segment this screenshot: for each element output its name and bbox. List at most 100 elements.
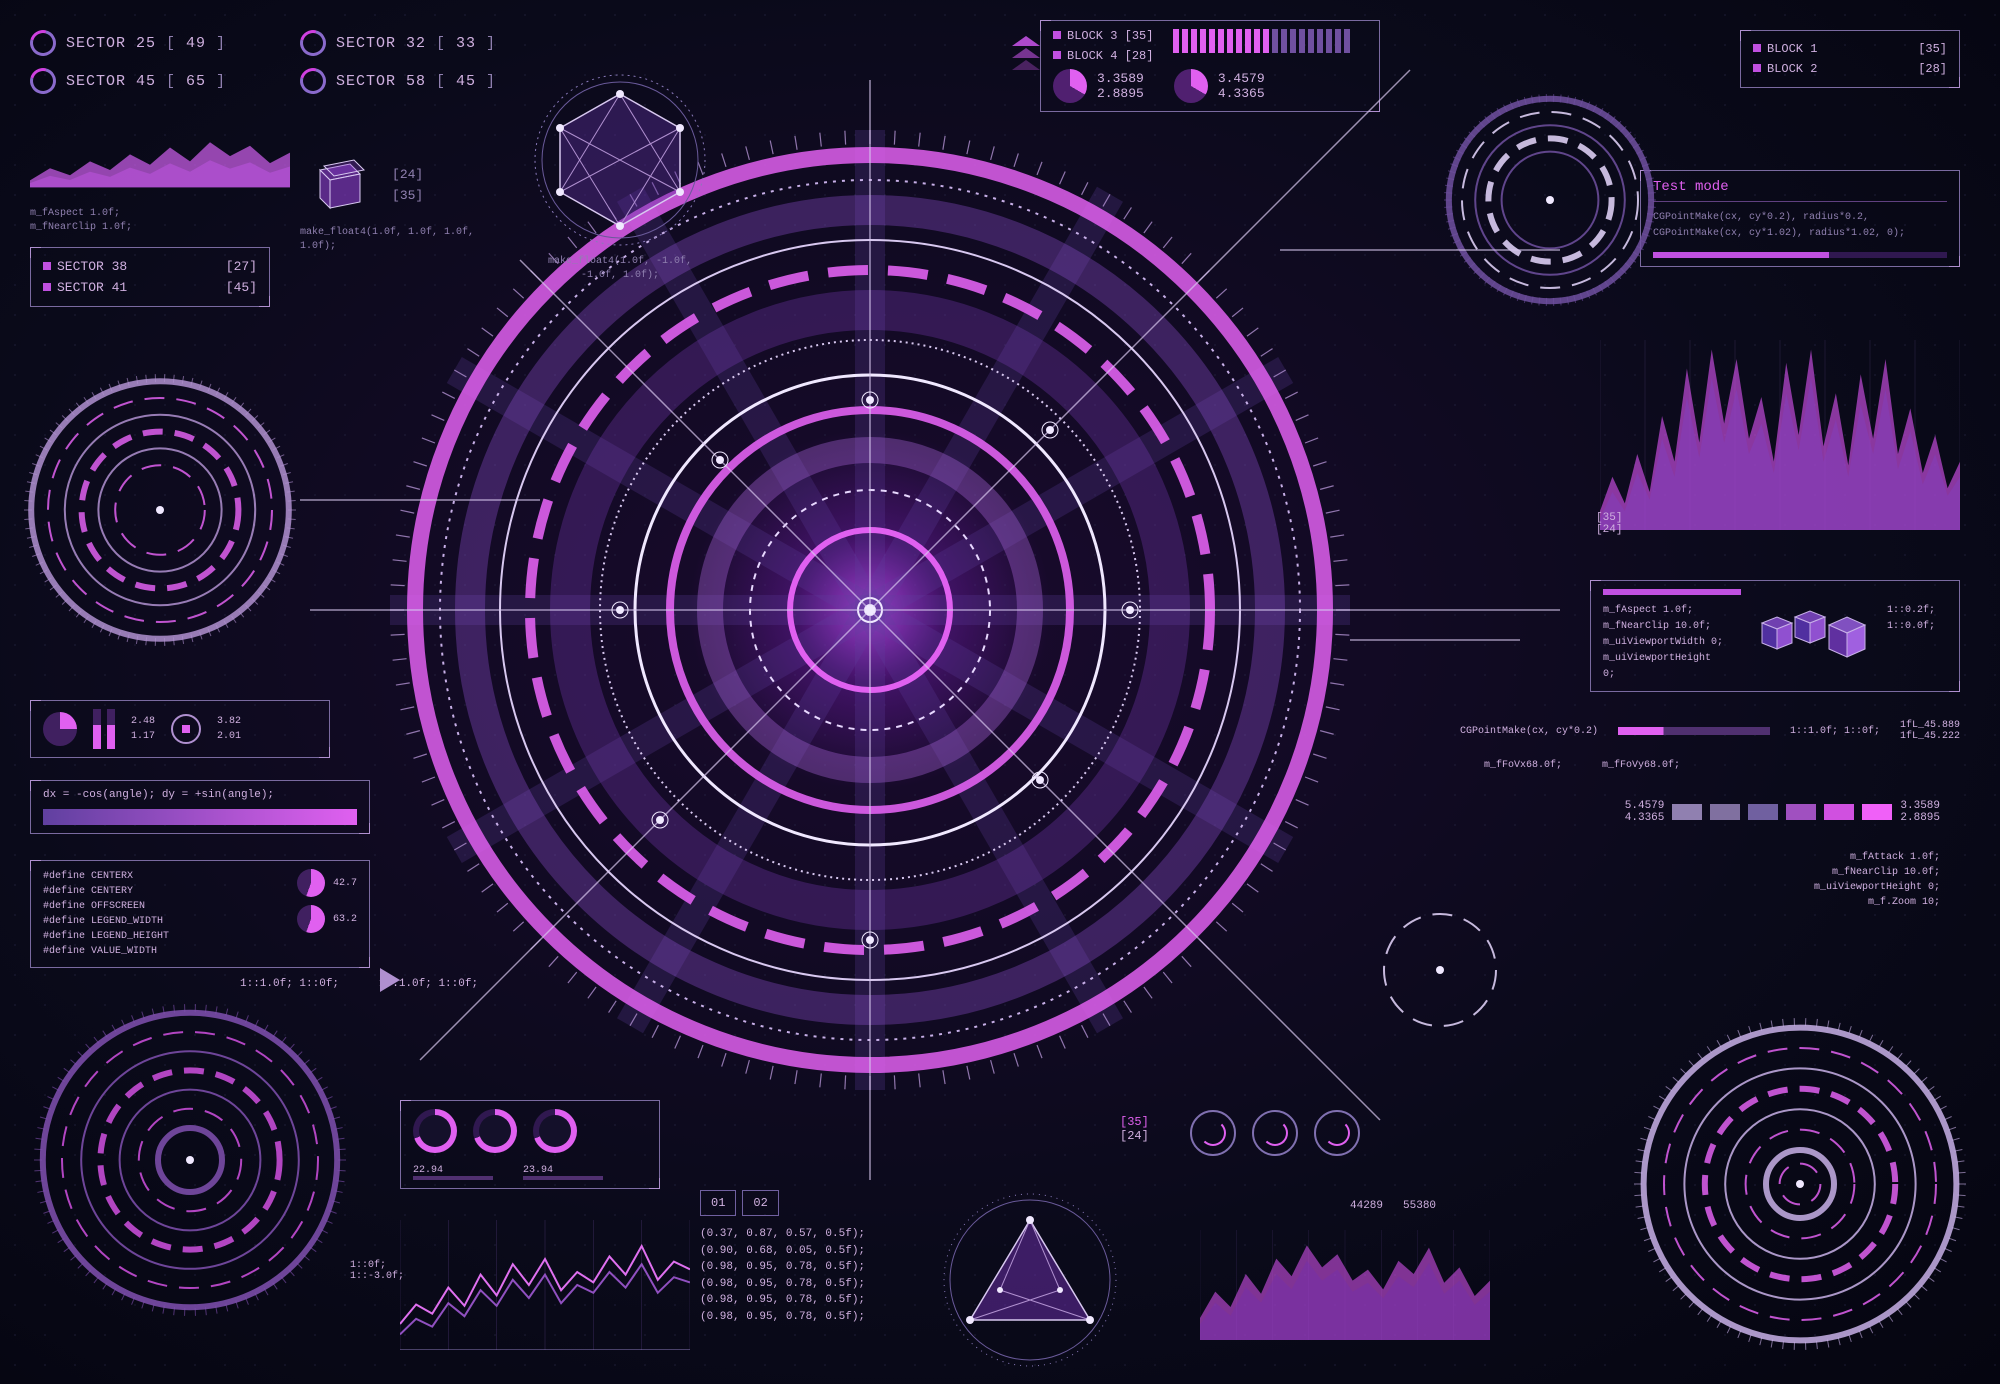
wave-strip-chart (1200, 1230, 1490, 1340)
block-label: BLOCK 4 (1067, 49, 1117, 63)
sector-value: 65 (186, 73, 206, 90)
gradient-bar (43, 809, 357, 825)
metric-value: 63.2 (333, 914, 357, 925)
color-swatch (1862, 804, 1892, 820)
metric-readout: 44289 55380 (1350, 1200, 1436, 1212)
mini-dial (473, 1109, 517, 1153)
code-line: m_fAspect 1.0f; (1603, 603, 1727, 619)
sector-readout: SECTOR 25 [49] (30, 30, 260, 56)
sector-ring-icon (25, 63, 61, 99)
coord-readout: 1::1.0f; 1::0f; 1::1.0f; 1::0f; (240, 978, 478, 990)
metric-value: 35 (1127, 1115, 1141, 1129)
footnote-text: make_float4(1.0f, 1.0f, 1.0f, 1.0f); (300, 226, 480, 254)
code-line: m_fNearClip 10.0f; (1603, 619, 1727, 635)
cubes-icon (1747, 603, 1867, 663)
sector-readout: SECTOR 58 [45] (300, 68, 530, 94)
progress-bar (523, 1176, 603, 1180)
panel-row-value: 27 (234, 259, 250, 274)
axis-label: 24 (1603, 524, 1616, 536)
cube-widget: [24] [35] make_float4(1.0f, 1.0f, 1.0f, … (300, 150, 480, 254)
sector-ring-icon (295, 25, 331, 61)
pie-icon (297, 869, 325, 897)
knob-labels: [35] [24] (1120, 1115, 1149, 1143)
knob-row (1190, 1110, 1360, 1156)
code-line: m_uiViewportHeight 0; (1603, 651, 1727, 683)
metric-value: 1fL_45.889 (1900, 720, 1960, 731)
code-tab[interactable]: 01 (700, 1190, 736, 1216)
code-line: 1::1.0f; 1::0f; (1790, 726, 1880, 737)
knob[interactable] (1252, 1110, 1298, 1156)
waveform-chart: [35] [24] (1600, 340, 1960, 530)
stat-value: 2.8895 (1097, 86, 1144, 101)
line-chart: 1::0f; 1::-3.0f; (400, 1220, 690, 1350)
mini-dial (533, 1109, 577, 1153)
code-line: (0.98, 0.95, 0.78, 0.5f); (700, 1292, 950, 1309)
color-swatch (1710, 804, 1740, 820)
level-bar (107, 709, 115, 749)
knob[interactable] (1190, 1110, 1236, 1156)
progress-segment (1618, 727, 1770, 735)
panel-row-label: SECTOR 41 (57, 280, 127, 295)
viewport-info-panel: m_fAspect 1.0f; m_fNearClip 10.0f; m_uiV… (1590, 580, 1960, 692)
footnote-text: make_float4(1.0f, -1.0f, -1.0f, 1.0f); (530, 255, 710, 283)
knob[interactable] (1314, 1110, 1360, 1156)
code-line: #define CENTERX (43, 869, 169, 884)
triangle-network-widget (940, 1190, 1120, 1370)
code-line: CGPointMake(cx, cy*0.2) (1460, 726, 1598, 737)
formula-panel: dx = -cos(angle); dy = +sin(angle); (30, 780, 370, 834)
sector-value: 45 (456, 73, 476, 90)
sector-label: SECTOR 25 (66, 35, 156, 52)
stat-value: 4.3365 (1218, 86, 1265, 101)
level-bar (93, 709, 101, 749)
sector-readout: SECTOR 45 [65] (30, 68, 260, 94)
block-value: 35 (1132, 29, 1146, 43)
hexagon-network-widget: make_float4(1.0f, -1.0f, -1.0f, 1.0f); (530, 70, 710, 250)
code-tab[interactable]: 02 (742, 1190, 778, 1216)
metric-value: 42.7 (333, 878, 357, 889)
color-swatch (1786, 804, 1816, 820)
footnote-text: m_fFoVx68.0f;m_fFoVy68.0f; (1484, 760, 1680, 771)
progress-bar (1653, 252, 1947, 258)
sector-label: SECTOR 45 (66, 73, 156, 90)
metric-value: 1.17 (131, 731, 155, 742)
defines-panel: #define CENTERX #define CENTERY #define … (30, 860, 370, 968)
pie-icon (43, 712, 77, 746)
sector-label: SECTOR 32 (336, 35, 426, 52)
metric-value: 2.48 (131, 716, 155, 727)
pie-icon (1174, 69, 1208, 103)
hud-root: SECTOR 25 [49] SECTOR 32 [33] SECTOR 45 … (0, 0, 2000, 1384)
sector-value: 33 (456, 35, 476, 52)
mini-dials-panel: 22.94 23.94 (400, 1100, 660, 1189)
progress-bar (413, 1176, 493, 1180)
metric-value: 3.82 (217, 716, 241, 727)
code-line: 1::1.0f; 1::0f; (240, 978, 339, 990)
stat-value: 3.3589 (1097, 71, 1144, 86)
pie-icon (297, 905, 325, 933)
metric-value: 55380 (1403, 1200, 1436, 1212)
progress-bar (1603, 589, 1741, 595)
metrics-panel: 2.48 1.17 3.82 2.01 (30, 700, 330, 758)
aux-dial-small (1370, 900, 1510, 1040)
code-line: (0.37, 0.87, 0.57, 0.5f); (700, 1226, 950, 1243)
block-label: BLOCK 1 (1767, 42, 1817, 56)
metric-value: 23.94 (523, 1165, 553, 1176)
code-line: #define LEGEND_WIDTH (43, 914, 169, 929)
level-bars (1173, 29, 1350, 53)
code-line: CGPointMake(cx, cy*1.02), radius*1.02, 0… (1653, 226, 1947, 242)
color-swatch (1748, 804, 1778, 820)
sector-value: 49 (186, 35, 206, 52)
cube-value: 24 (400, 167, 416, 182)
block-value: 28 (1925, 62, 1939, 76)
cube-icon (300, 150, 370, 220)
block-panel-small: BLOCK 1[35] BLOCK 2[28] (1740, 30, 1960, 88)
block-label: BLOCK 3 (1067, 29, 1117, 43)
block-value: 28 (1132, 49, 1146, 63)
color-swatch (1672, 804, 1702, 820)
code-line: (0.98, 0.95, 0.78, 0.5f); (700, 1309, 950, 1326)
panel-row-value: 45 (234, 280, 250, 295)
panel-title: Test mode (1653, 179, 1947, 202)
sector-ring-icon (25, 25, 61, 61)
cube-value: 35 (400, 188, 416, 203)
metric-value: 24 (1127, 1129, 1141, 1143)
mini-dial (413, 1109, 457, 1153)
